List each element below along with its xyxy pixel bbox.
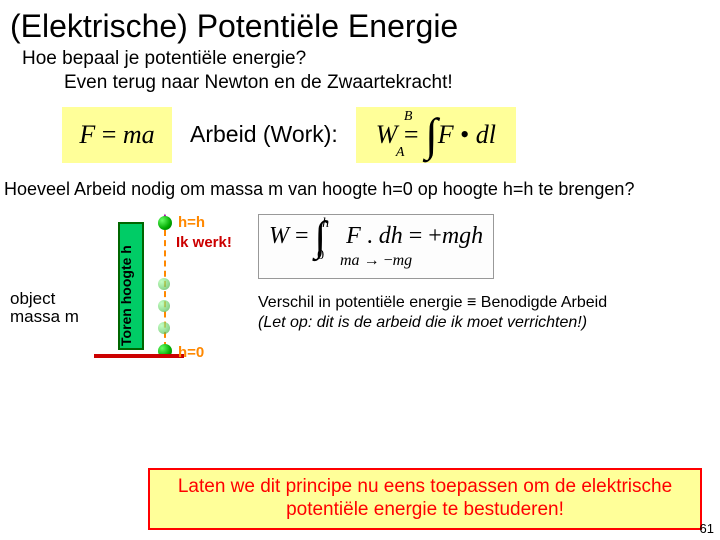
ball-mid-icon: [158, 322, 170, 334]
sub-formula: ma → −mg: [269, 252, 483, 270]
height-top-label: h=h: [178, 214, 205, 231]
integral-limit-b: B: [404, 109, 413, 125]
intro-line-1: Hoe bepaal je potentiële energie?: [22, 47, 720, 71]
work-row: F = ma Arbeid (Work): B W = ∫ F • dl A: [0, 95, 720, 173]
intro-text: Hoe bepaal je potentiële energie? Even t…: [0, 47, 720, 95]
ball-mid-icon: [158, 278, 170, 290]
page-number: 61: [700, 521, 714, 536]
ik-werk-label: Ik werk!: [176, 234, 232, 251]
object-label: object massa m: [10, 290, 80, 327]
work-integral-box: B W = ∫ F • dl A: [356, 107, 516, 163]
principle-line-2: (Let op: dit is de arbeid die ik moet ve…: [258, 313, 714, 334]
ground-line: [94, 354, 184, 358]
work-height-formula: W = ∫h0 F . dh = +mgh ma → −mg: [258, 214, 494, 279]
tower-vertical-label: Toren hoogte h: [118, 245, 134, 346]
intro-line-2: Even terug naar Newton en de Zwaartekrac…: [22, 71, 720, 95]
diagram-area: object massa m ▲ h=h Ik werk! Toren hoog…: [0, 200, 720, 370]
ball-top-icon: [158, 216, 172, 230]
final-conclusion-box: Laten we dit principe nu eens toepassen …: [148, 468, 702, 530]
principle-line-1: Verschil in potentiële energie ≡ Benodig…: [258, 293, 714, 314]
right-column: W = ∫h0 F . dh = +mgh ma → −mg Verschil …: [248, 210, 720, 335]
limit-top: h: [322, 216, 329, 231]
ball-mid-icon: [158, 300, 170, 312]
question-1: Hoeveel Arbeid nodig om massa m van hoog…: [0, 173, 720, 200]
principle-text: Verschil in potentiële energie ≡ Benodig…: [248, 279, 720, 335]
integral-limit-a: A: [396, 145, 405, 161]
tower-diagram: ▲ h=h Ik werk! Toren hoogte h h=0: [94, 210, 234, 370]
height-bottom-label: h=0: [178, 344, 204, 361]
newton-formula-box: F = ma: [62, 107, 172, 163]
slide-title: (Elektrische) Potentiële Energie: [0, 0, 720, 47]
work-label: Arbeid (Work):: [190, 121, 338, 148]
limit-bottom: 0: [317, 248, 324, 263]
